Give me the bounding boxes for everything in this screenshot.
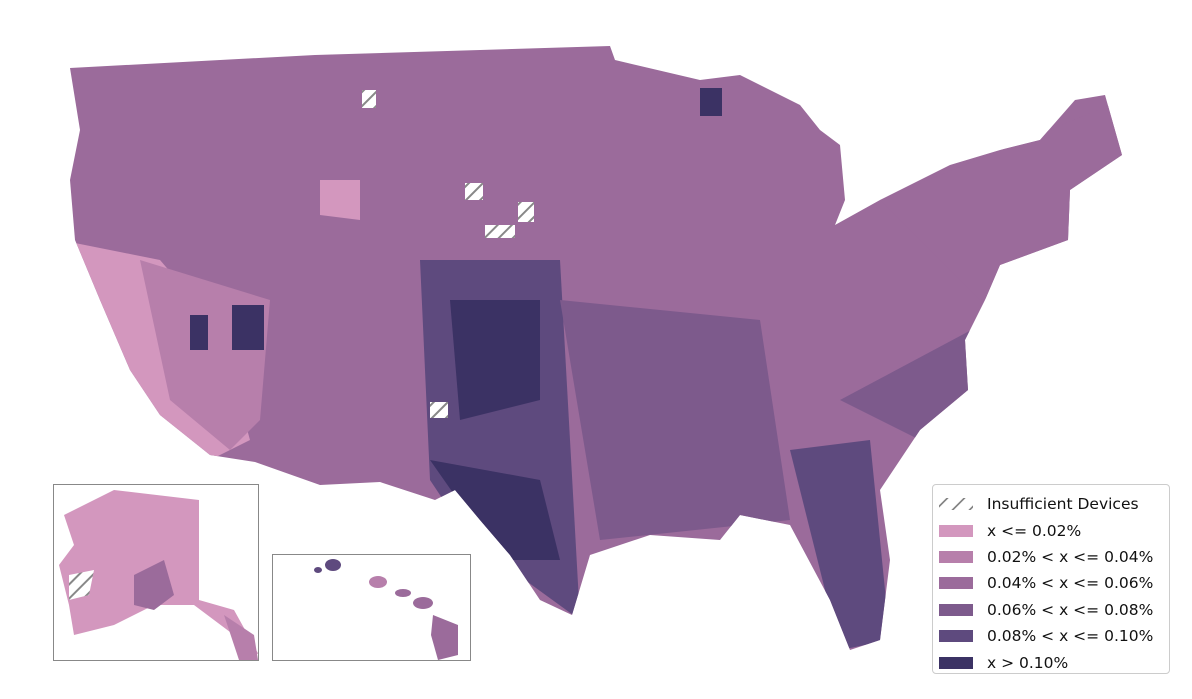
legend-label: 0.08% < x <= 0.10% bbox=[987, 627, 1154, 646]
legend-label: x <= 0.02% bbox=[987, 521, 1082, 540]
hatched-county bbox=[518, 202, 534, 222]
hatched-county bbox=[362, 90, 376, 108]
legend-swatch bbox=[939, 550, 973, 563]
legend-label: 0.06% < x <= 0.08% bbox=[987, 600, 1154, 619]
hatched-county bbox=[465, 183, 483, 200]
legend-item-insufficient: Insufficient Devices bbox=[939, 491, 1163, 517]
south-central-region bbox=[560, 300, 790, 540]
legend-item: 0.04% < x <= 0.06% bbox=[939, 570, 1163, 596]
legend-item: 0.06% < x <= 0.08% bbox=[939, 597, 1163, 623]
legend-label: x > 0.10% bbox=[987, 653, 1069, 672]
legend-swatch bbox=[939, 603, 973, 616]
florida-region bbox=[790, 440, 890, 650]
legend-item: 0.02% < x <= 0.04% bbox=[939, 544, 1163, 570]
idaho-patch bbox=[320, 180, 360, 220]
legend-item: x > 0.10% bbox=[939, 649, 1163, 675]
dark-county bbox=[232, 305, 264, 350]
south-texas-region bbox=[430, 460, 560, 560]
legend-item: x <= 0.02% bbox=[939, 517, 1163, 543]
legend-swatch bbox=[939, 577, 973, 590]
legend-label: 0.04% < x <= 0.06% bbox=[987, 574, 1154, 593]
dark-county bbox=[190, 315, 208, 350]
texas-panhandle-region bbox=[450, 300, 540, 420]
legend-swatch bbox=[939, 656, 973, 669]
legend: Insufficient Devices x <= 0.02% 0.02% < … bbox=[932, 484, 1170, 674]
alaska-inset bbox=[53, 484, 259, 661]
hawaii-inset bbox=[272, 554, 471, 661]
legend-item: 0.08% < x <= 0.10% bbox=[939, 623, 1163, 649]
hatched-county bbox=[485, 225, 515, 238]
legend-swatch bbox=[939, 630, 973, 643]
legend-swatch bbox=[939, 524, 973, 537]
legend-label: 0.02% < x <= 0.04% bbox=[987, 547, 1154, 566]
dark-county bbox=[700, 88, 722, 116]
legend-label: Insufficient Devices bbox=[987, 495, 1139, 514]
hatched-county bbox=[430, 402, 448, 418]
legend-swatch bbox=[939, 498, 973, 511]
